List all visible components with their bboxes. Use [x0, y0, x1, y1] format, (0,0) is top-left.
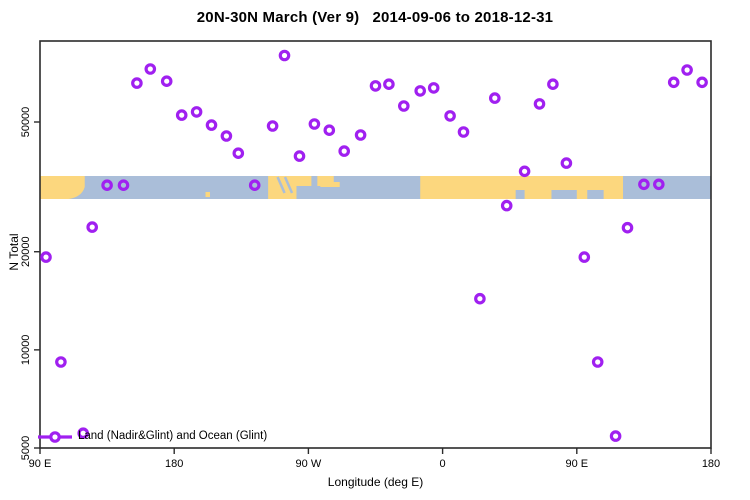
legend-marker-icon [49, 431, 61, 443]
data-point [474, 292, 486, 305]
data-point [266, 120, 279, 132]
x-tick-label: 90 W [296, 458, 322, 470]
data-point [609, 430, 622, 442]
map-band-water-streak [276, 176, 286, 194]
x-tick-label: 90 E [565, 458, 588, 470]
data-point [547, 78, 559, 90]
data-point [488, 92, 501, 104]
y-tick-label: 10000 [20, 335, 32, 366]
data-point [101, 179, 113, 191]
data-point [248, 179, 261, 191]
data-point [205, 119, 218, 131]
data-point [131, 77, 143, 89]
map-band-water-notch [587, 190, 604, 199]
data-point [278, 49, 291, 62]
data-point [220, 130, 233, 142]
data-point [560, 157, 573, 169]
data-point [354, 129, 367, 141]
data-point [533, 98, 546, 110]
data-point [638, 178, 650, 191]
data-point [86, 221, 98, 233]
map-band-water-notch [551, 190, 577, 199]
map-band-land [317, 176, 334, 186]
y-tick-label: 20000 [20, 236, 32, 267]
data-point [232, 147, 245, 159]
x-tick-label: 180 [165, 458, 183, 470]
data-point [144, 63, 157, 75]
data-point [500, 199, 513, 212]
data-point [621, 221, 634, 234]
data-point [323, 124, 336, 136]
data-point [190, 106, 203, 118]
map-band-land [320, 182, 340, 187]
data-point [369, 80, 382, 92]
data-point [397, 100, 410, 112]
data-point [427, 82, 440, 94]
map-band-water-notch [515, 190, 525, 199]
data-point [338, 145, 350, 157]
x-axis-label: Longitude (deg E) [327, 475, 424, 489]
x-tick-label: 0 [440, 458, 446, 470]
y-tick-label: 5000 [20, 436, 32, 460]
map-band-land [205, 192, 210, 197]
data-point [308, 118, 321, 130]
data-point [652, 178, 665, 191]
data-point [160, 75, 173, 87]
legend-label: Land (Nadir&Glint) and Ocean (Glint) [78, 430, 268, 442]
data-point [696, 76, 708, 89]
data-point [293, 150, 306, 162]
data-point [591, 356, 604, 368]
y-tick-label: 50000 [20, 107, 32, 138]
data-point [414, 85, 426, 97]
plot-border [39, 40, 712, 449]
data-point [444, 110, 456, 122]
x-tick-label: 180 [702, 458, 720, 470]
x-tick-label: 90 E [29, 458, 52, 470]
data-point [55, 356, 67, 368]
chart-title: 20N-30N March (Ver 9) 2014-09-06 to 2018… [196, 9, 554, 26]
data-point [457, 126, 470, 138]
data-point [117, 179, 130, 191]
data-point [681, 64, 693, 76]
map-band-land [40, 176, 85, 199]
data-point [518, 165, 531, 178]
map-band-water-streak [283, 176, 294, 194]
data-point [667, 76, 680, 89]
data-point [77, 427, 89, 439]
data-point [40, 251, 52, 263]
data-point [175, 109, 188, 121]
data-point [383, 78, 395, 90]
data-point [578, 251, 591, 263]
map-band-land [290, 176, 312, 186]
